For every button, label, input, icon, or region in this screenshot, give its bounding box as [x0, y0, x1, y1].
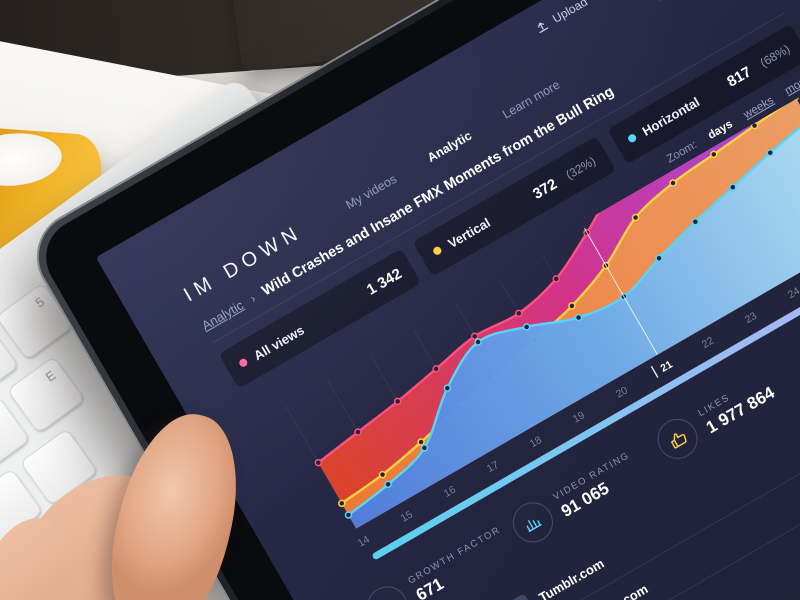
svg-text:14: 14: [356, 533, 372, 549]
card-label: Horizontal: [639, 93, 702, 139]
svg-text:22: 22: [700, 335, 716, 351]
stat-likes: LIKES 1 977 864: [650, 353, 800, 467]
svg-text:24: 24: [786, 285, 800, 301]
card-label: All views: [250, 321, 307, 363]
svg-text:21: 21: [659, 358, 675, 374]
svg-text:19: 19: [571, 409, 587, 425]
thumbs-up-icon: [650, 411, 705, 467]
card-percentage: (32%): [563, 153, 599, 183]
card-percentage: (68%): [757, 41, 793, 70]
breadcrumb-separator: ›: [247, 291, 259, 306]
facebook-icon[interactable]: f: [648, 0, 675, 2]
card-value: 817: [723, 62, 755, 91]
tablet-device: Upload Jerry Anderson ▼ f: [20, 0, 800, 600]
svg-text:18: 18: [528, 434, 544, 450]
svg-text:15: 15: [399, 508, 415, 524]
svg-text:23: 23: [743, 310, 759, 326]
card-label: Vertical: [445, 214, 493, 251]
bar-chart-icon: [505, 495, 560, 550]
topbar: Upload Jerry Anderson ▼: [151, 0, 736, 260]
legend-dot-pink: [237, 357, 249, 369]
key-e: E: [6, 355, 86, 434]
stats-row: GROWTH FACTOR 671 VIDEO RATING 91 065: [360, 269, 800, 600]
svg-text:16: 16: [442, 484, 458, 500]
breadcrumb-analytic-link[interactable]: Analytic: [199, 297, 247, 334]
svg-text:20: 20: [614, 384, 630, 400]
views-area-chart[interactable]: 14151617181920212223242526: [253, 66, 800, 587]
tablet-screen: Upload Jerry Anderson ▼ f: [95, 0, 800, 600]
card-value: 1 342: [363, 264, 405, 299]
upload-button[interactable]: Upload: [533, 0, 590, 36]
svg-text:17: 17: [485, 459, 501, 475]
tablet-bezel: Upload Jerry Anderson ▼ f: [32, 0, 800, 600]
gauge-icon: [360, 579, 415, 600]
legend-dot-yellow: [432, 245, 444, 257]
card-value: 372: [529, 175, 560, 203]
timeline-scrubber: [372, 257, 800, 560]
mug-rim: [0, 129, 64, 190]
stat-video-rating: VIDEO RATING 91 065: [505, 437, 661, 550]
tumblr-icon: t: [506, 592, 534, 600]
upload-icon: [537, 21, 549, 33]
legend-dot-cyan: [626, 133, 638, 144]
